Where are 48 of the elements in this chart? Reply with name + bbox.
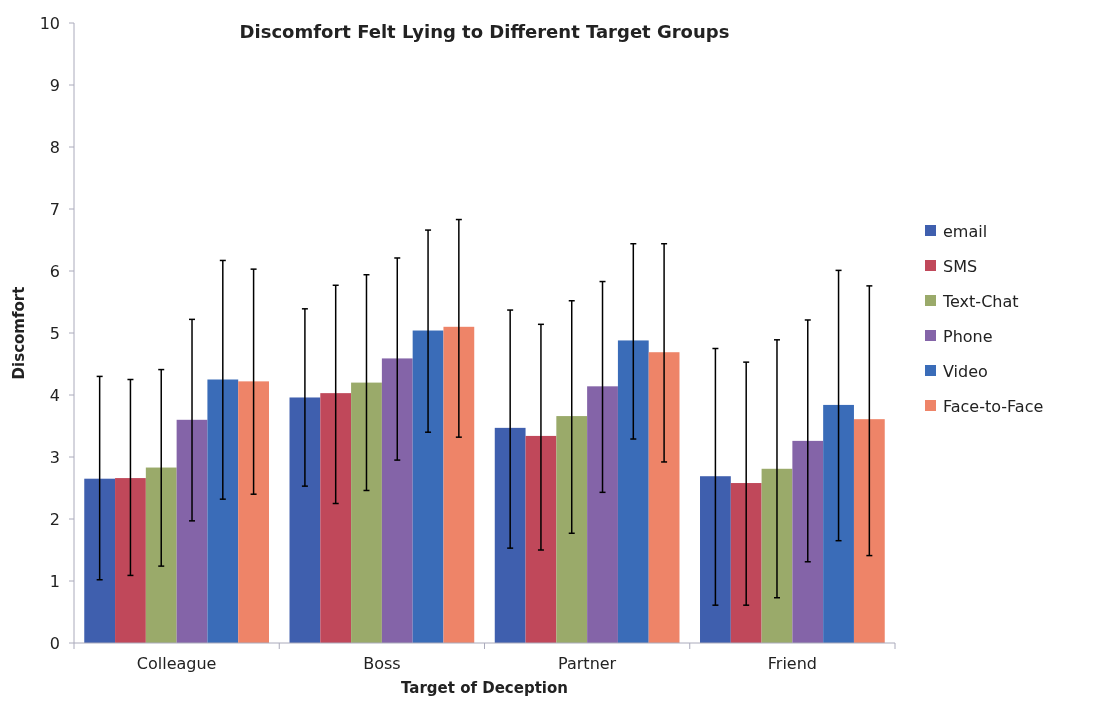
legend-label: email	[943, 221, 988, 241]
bar	[648, 352, 680, 643]
bar	[238, 381, 269, 643]
y-tick-label: 6	[49, 261, 60, 281]
bar	[494, 427, 526, 643]
y-tick-label: 4	[49, 385, 60, 405]
bar	[587, 386, 618, 643]
x-axis-title: Target of Deception	[401, 679, 568, 697]
chart-title: Discomfort Felt Lying to Different Target Groups	[239, 21, 730, 42]
y-tick-label: 9	[49, 75, 60, 95]
y-tick-label: 2	[49, 509, 60, 529]
bar	[700, 476, 731, 643]
bar	[730, 483, 762, 643]
legend-label: Text-Chat	[942, 291, 1019, 311]
bar	[792, 440, 824, 643]
bar	[320, 393, 352, 643]
bar	[381, 358, 413, 643]
bar	[351, 382, 382, 643]
bar	[617, 340, 649, 643]
y-axis-title: Discomfort	[10, 286, 28, 380]
bar	[145, 467, 177, 643]
y-tick-label: 1	[49, 571, 60, 591]
legend-label: Video	[943, 361, 988, 381]
y-tick-label: 10	[39, 13, 60, 33]
bar	[176, 419, 208, 643]
legend-label: Face-to-Face	[943, 396, 1044, 416]
bar	[853, 419, 885, 643]
y-tick-label: 3	[49, 447, 60, 467]
y-tick-label: 8	[49, 137, 60, 157]
x-tick-label: Partner	[558, 654, 617, 673]
bar	[443, 326, 475, 643]
y-tick-label: 7	[49, 199, 60, 219]
legend-label: Phone	[943, 326, 993, 346]
legend-label: SMS	[943, 256, 978, 276]
bar	[115, 478, 146, 643]
bar	[761, 468, 793, 643]
bar	[84, 478, 116, 643]
x-tick-label: Boss	[363, 654, 401, 673]
y-tick-label: 5	[49, 323, 60, 343]
bar	[823, 404, 854, 643]
y-tick-label: 0	[49, 633, 60, 653]
bar	[412, 330, 444, 643]
x-tick-label: Colleague	[136, 654, 217, 673]
bar	[289, 397, 321, 643]
bar	[556, 416, 588, 643]
x-tick-label: Friend	[767, 654, 817, 673]
bar	[207, 379, 239, 643]
bar	[525, 435, 557, 643]
